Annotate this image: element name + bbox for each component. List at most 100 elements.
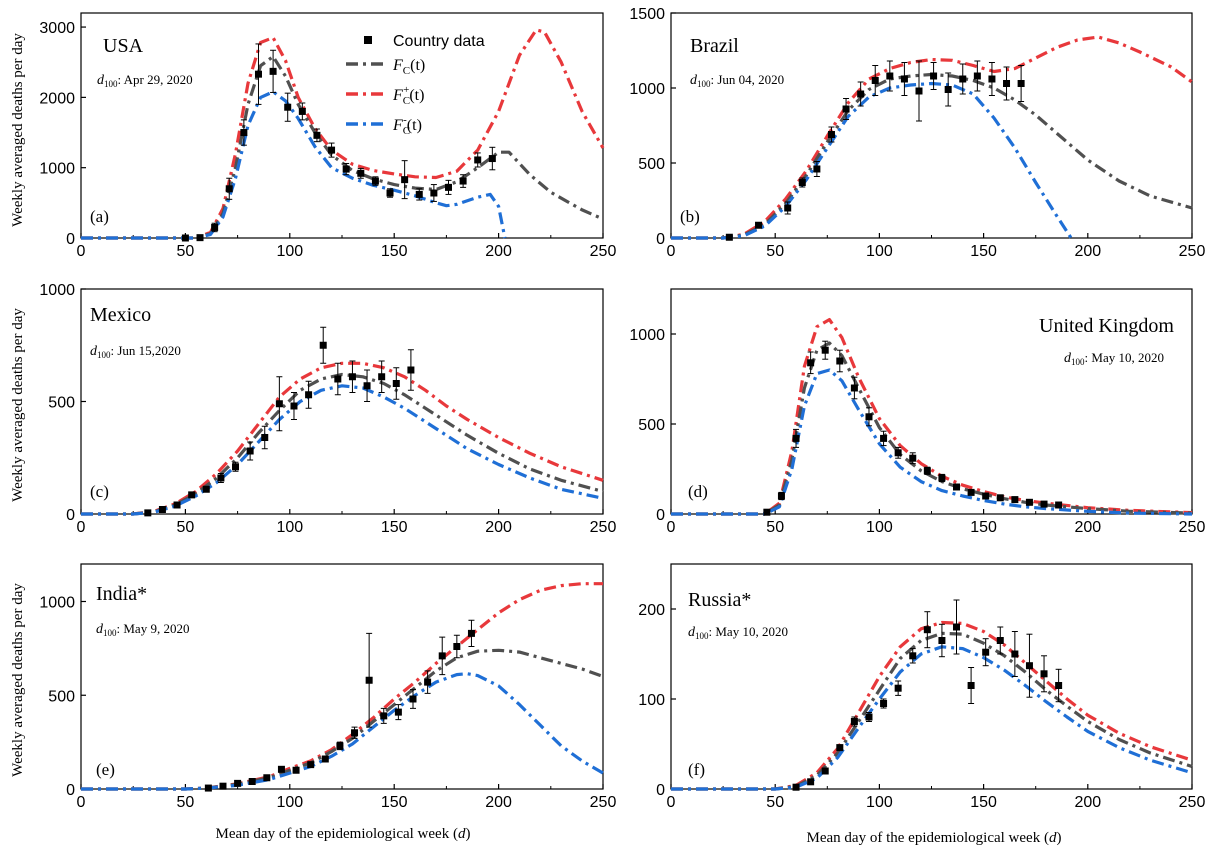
data-point xyxy=(792,783,800,791)
data-point xyxy=(371,177,379,185)
x-tick-label: 250 xyxy=(590,243,617,260)
x-tick-label: 50 xyxy=(766,794,784,811)
legend-fc-label: FC(t) xyxy=(392,57,425,77)
data-point xyxy=(755,221,763,229)
x-tick-label: 100 xyxy=(276,243,303,260)
data-point xyxy=(1025,662,1033,670)
series-fcminus-line xyxy=(81,384,604,516)
data-point xyxy=(1055,501,1063,509)
data-point xyxy=(923,467,931,475)
y-tick-label: 500 xyxy=(48,395,75,412)
x-tick-label: 50 xyxy=(766,243,784,260)
d100-label: d100: Jun 04, 2020 xyxy=(690,72,784,89)
data-point xyxy=(880,434,888,442)
panel-b: 0 50 100 150 200 250 0 500 1000 1500 Brazil d100: J… xyxy=(629,6,1205,260)
series-fcminus-line xyxy=(81,672,604,791)
data-point xyxy=(211,223,219,231)
y-tick-label: 1000 xyxy=(39,161,75,178)
panel-c: 0 50 100 150 200 250 0 500 1000 Mexico d100: Jun 1… xyxy=(39,282,616,536)
x-tick-label: 250 xyxy=(590,519,617,536)
panel-letter: (c) xyxy=(90,482,109,501)
data-point xyxy=(988,75,996,83)
data-point xyxy=(284,103,292,111)
x-axis-titles: Mean day of the epidemiological week (d)… xyxy=(216,826,1062,846)
x-tick-label: 100 xyxy=(866,794,893,811)
data-point xyxy=(938,474,946,482)
x-tick-label: 200 xyxy=(1074,243,1101,260)
data-point xyxy=(900,75,908,83)
y-tick-label: 0 xyxy=(656,782,665,799)
data-point xyxy=(915,87,923,95)
y-tick-label: 0 xyxy=(656,507,665,524)
y-tick-label: 0 xyxy=(66,782,75,799)
data-point xyxy=(380,712,388,720)
data-point xyxy=(850,718,858,725)
data-point xyxy=(196,234,204,242)
data-point xyxy=(1011,496,1019,504)
y-tick-label: 200 xyxy=(638,602,665,619)
x-tick-label: 0 xyxy=(667,519,676,536)
data-point xyxy=(336,742,344,750)
y-tick-label: 1000 xyxy=(39,282,75,299)
data-point xyxy=(453,643,461,650)
x-tick-label: 0 xyxy=(667,243,676,260)
data-point xyxy=(982,648,990,656)
plot-frame xyxy=(670,12,1193,239)
data-point xyxy=(967,488,975,496)
country-label: USA xyxy=(103,35,144,57)
y-tick-label: 0 xyxy=(656,231,665,248)
data-point xyxy=(342,165,350,173)
panel-letter: (b) xyxy=(680,207,700,226)
data-point xyxy=(254,70,262,78)
data-point xyxy=(1025,498,1033,506)
data-point xyxy=(144,509,152,517)
series-fc-line xyxy=(81,372,604,516)
data-point xyxy=(232,463,240,471)
data-point xyxy=(871,77,879,84)
x-tick-label: 150 xyxy=(970,243,997,260)
data-point xyxy=(880,700,888,707)
y-tick-label: 2000 xyxy=(39,90,75,107)
data-point xyxy=(982,492,990,500)
legend-fcminus-label: FC-(t) xyxy=(392,114,422,137)
data-point xyxy=(725,233,733,241)
data-point xyxy=(938,637,946,644)
series-fcplus-line xyxy=(671,318,1193,516)
data-point xyxy=(1003,80,1011,87)
data-point xyxy=(821,346,829,354)
data-point xyxy=(792,434,800,442)
data-point xyxy=(923,626,931,634)
data-point xyxy=(269,67,277,75)
data-point xyxy=(219,782,227,790)
y-tick-label: 1000 xyxy=(629,327,665,344)
x-tick-label: 50 xyxy=(177,519,195,536)
data-point xyxy=(363,382,371,390)
data-point xyxy=(394,708,402,716)
data-point xyxy=(894,684,902,692)
data-point xyxy=(886,72,894,80)
series-fcminus-line xyxy=(81,90,507,240)
data-point xyxy=(973,72,981,80)
series-fcplus-line xyxy=(671,620,1193,791)
data-point xyxy=(246,447,254,455)
series-fcplus-line xyxy=(81,582,603,791)
data-point xyxy=(807,359,815,367)
data-point xyxy=(277,765,285,773)
data-point xyxy=(298,107,306,115)
panel-letter: (d) xyxy=(688,482,708,501)
data-point xyxy=(967,682,975,689)
data-point xyxy=(181,234,189,242)
data-point xyxy=(827,131,835,138)
x-tick-label: 150 xyxy=(381,243,408,260)
x-axis-title-left: Mean day of the epidemiological week (d) xyxy=(216,826,471,842)
data-point xyxy=(188,491,196,499)
data-point xyxy=(909,652,917,660)
x-tick-label: 100 xyxy=(276,519,303,536)
x-tick-label: 150 xyxy=(381,519,408,536)
data-point xyxy=(409,695,417,703)
data-point xyxy=(158,506,166,513)
data-point xyxy=(865,413,873,421)
country-label: India* xyxy=(96,583,147,605)
series-fcplus-line xyxy=(81,28,605,240)
